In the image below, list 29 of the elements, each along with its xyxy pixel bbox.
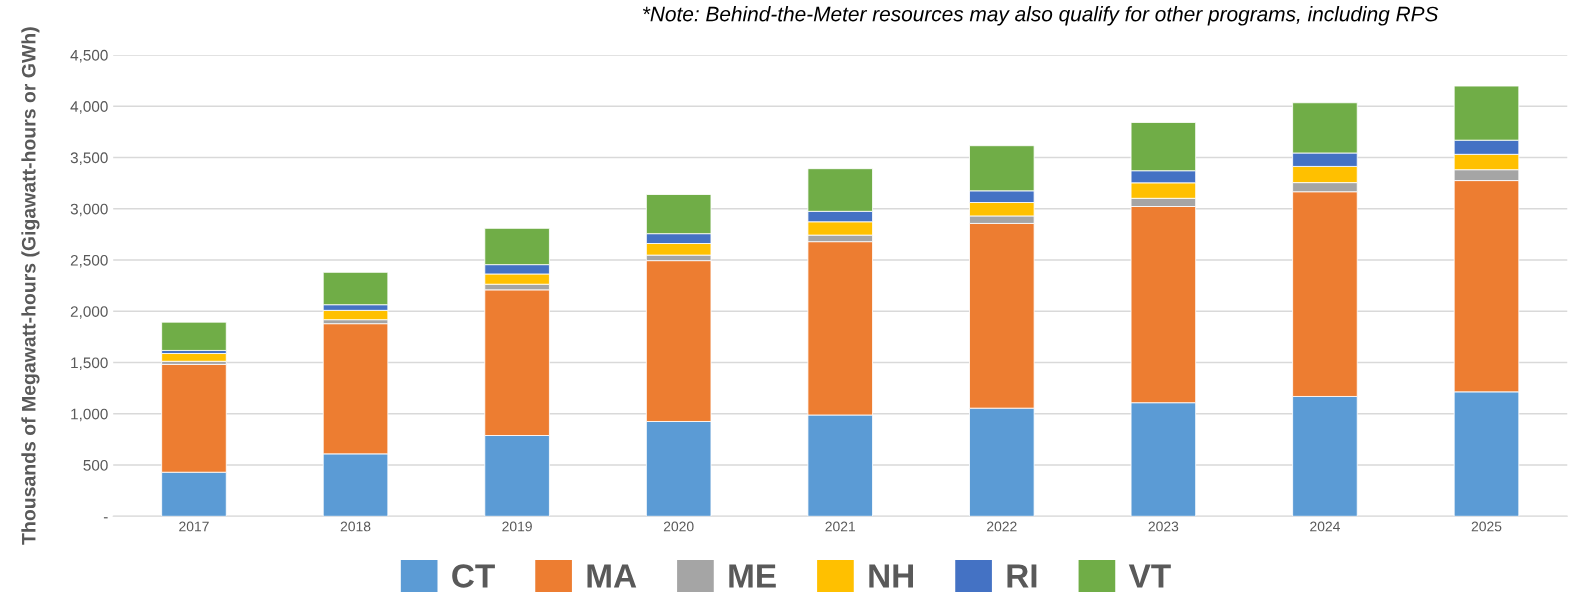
x-tick-label: 2025 (1471, 521, 1502, 532)
y-tick-label: 4,500 (70, 49, 108, 63)
x-tick-label: 2020 (663, 521, 694, 532)
x-tick-label: 2018 (340, 521, 371, 532)
legend-label: ME (729, 564, 776, 588)
legend-label: MA (587, 564, 637, 588)
y-tick-label: 3,500 (70, 152, 108, 165)
y-tick-label: 3,000 (70, 203, 108, 217)
x-tick-label: 2021 (825, 521, 856, 532)
legend-label: VT (1128, 564, 1171, 588)
bar (161, 353, 227, 362)
x-tick-label: 2019 (502, 521, 532, 532)
y-tick-label: 500 (83, 459, 108, 471)
legend-label: RI (1007, 564, 1037, 588)
y-tick-label: 1,500 (71, 357, 108, 371)
y-tick-label: - (103, 517, 108, 519)
y-tick-label: 1,000 (71, 408, 108, 422)
x-tick-label: 2022 (987, 521, 1017, 532)
legend-label: CT (452, 564, 495, 588)
y-tick-label: 2,500 (70, 254, 108, 268)
legend-label: NH (869, 564, 913, 588)
y-tick-label: 2,000 (70, 306, 108, 319)
x-tick-label: 2017 (179, 521, 209, 532)
text: *Note: Behind-the-Meter resources may also qualify for other programs, including RPS (642, 6, 1439, 26)
y-axis-title: Thousands of Megawatt-hours (Gigawatt-hours or GWh) (21, 27, 40, 545)
x-tick-label: 2024 (1310, 521, 1340, 532)
y-tick-label: 4,000 (70, 101, 108, 114)
bar (161, 321, 227, 351)
x-tick-label: 2023 (1148, 521, 1179, 532)
